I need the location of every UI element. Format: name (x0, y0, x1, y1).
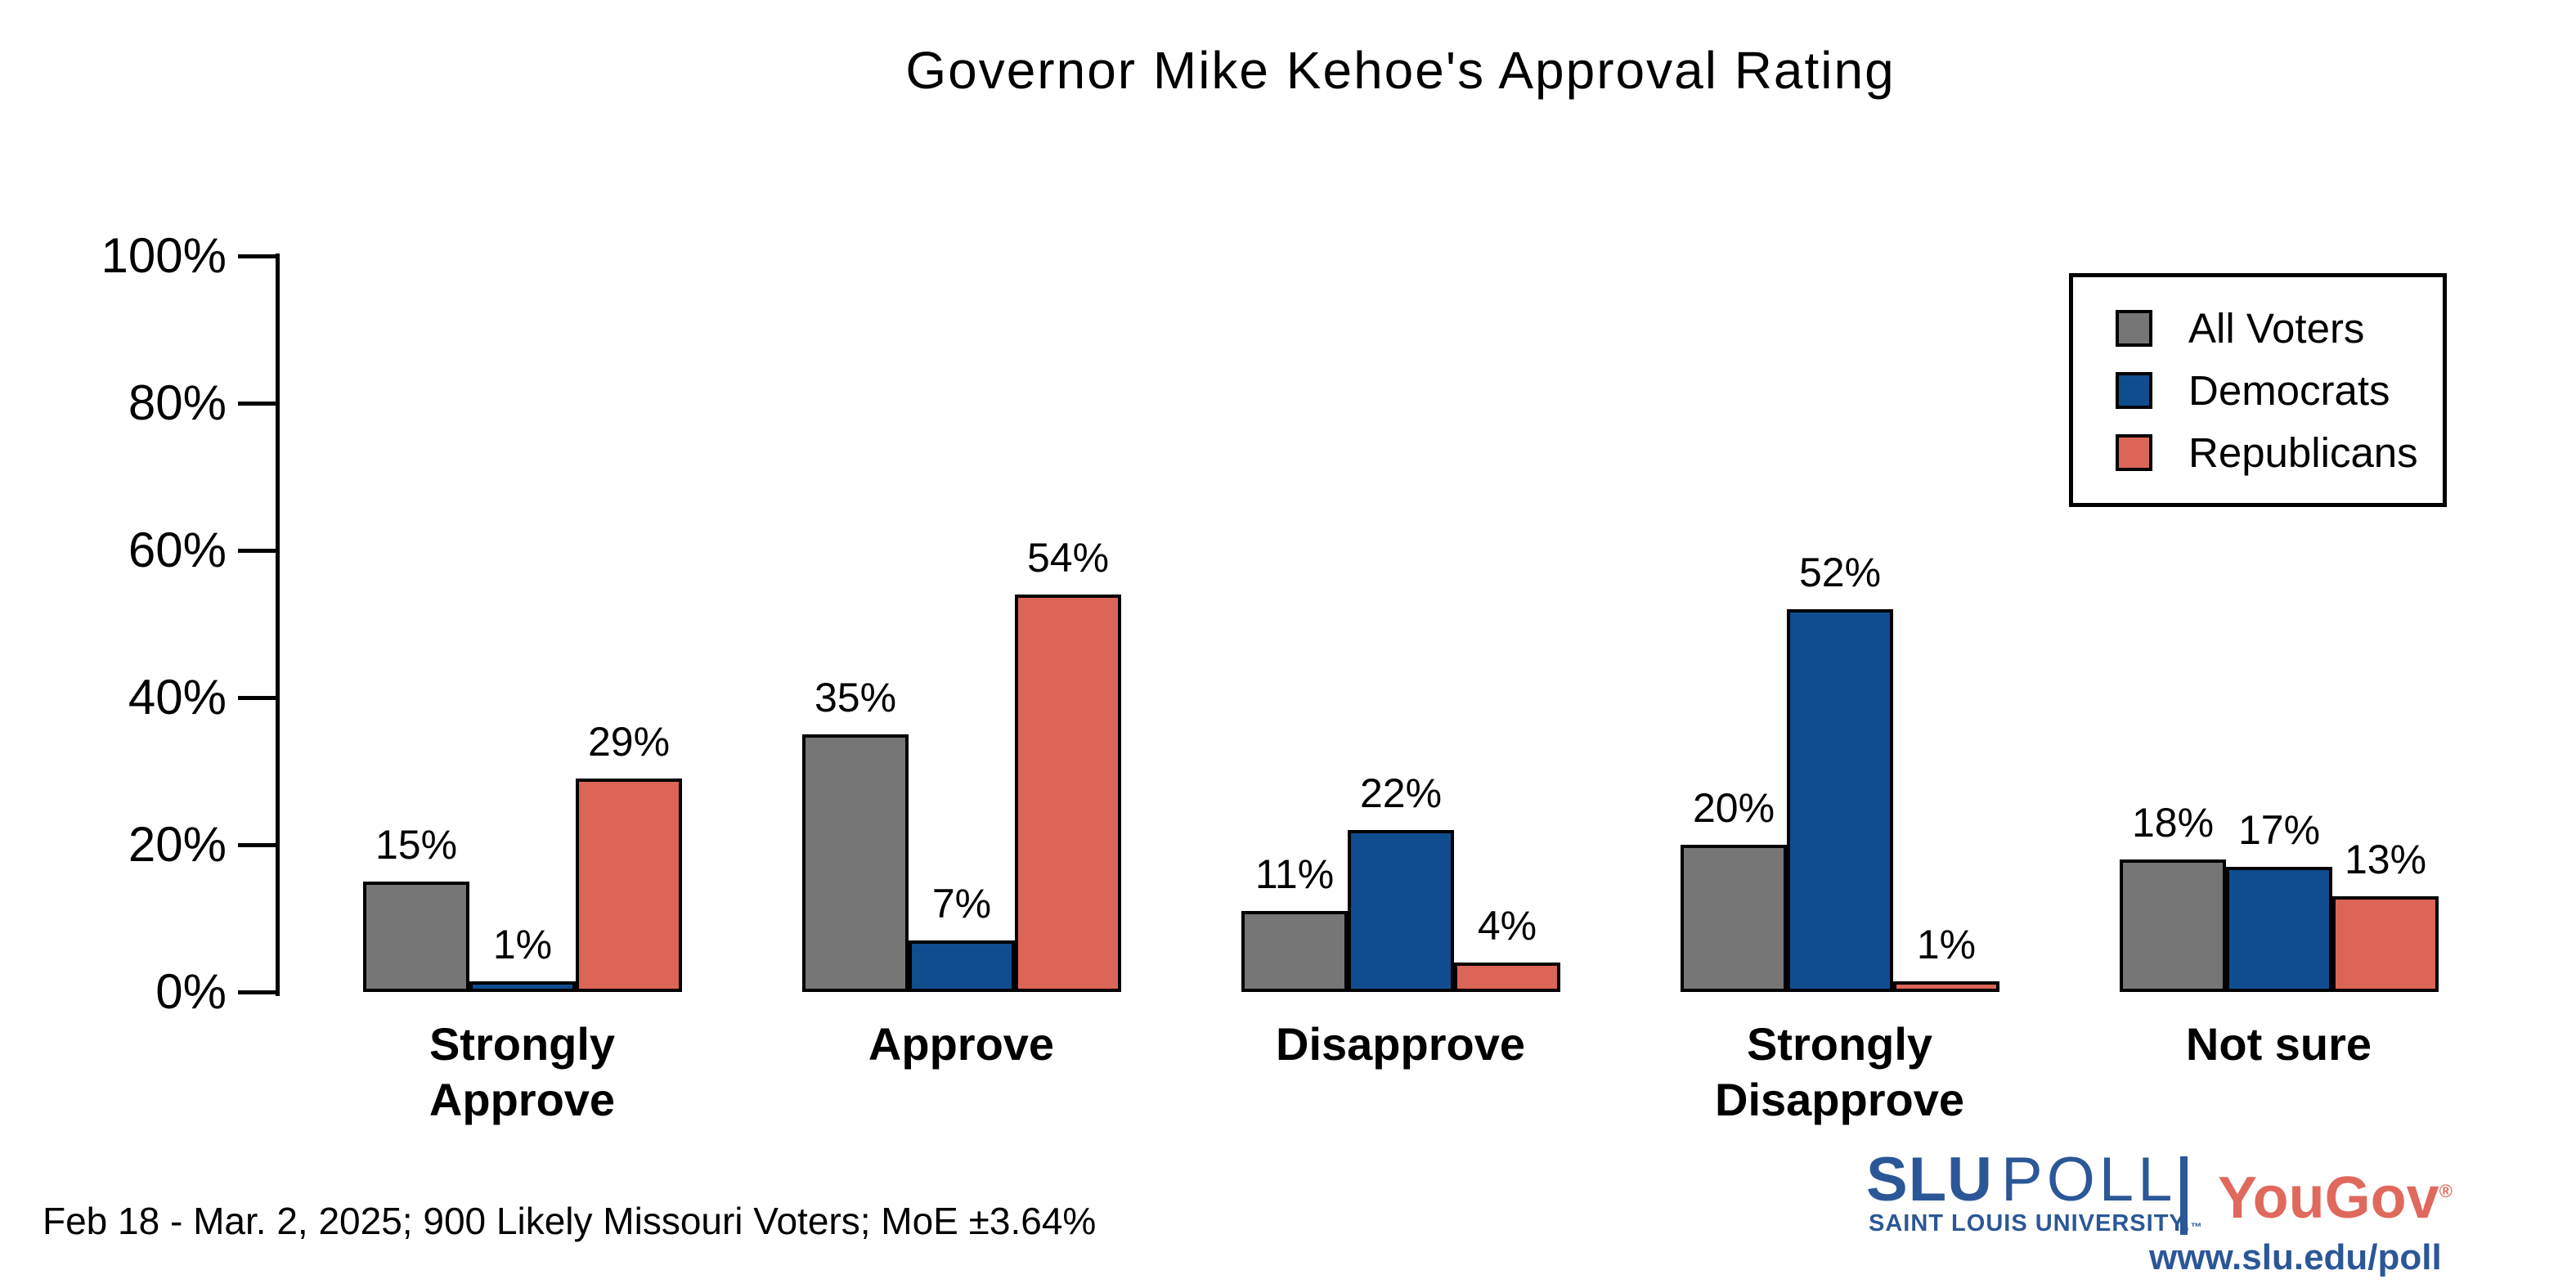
category-label-not-sure: Not sure (2185, 1018, 2372, 1070)
bar-all-voters-approve (802, 734, 909, 992)
y-axis-tick (238, 402, 276, 406)
category-label-strongly-disapprove: Disapprove (1715, 1074, 1964, 1125)
yougov-logo: YouGov® (2218, 1160, 2453, 1230)
bar-value-democrats-not-sure: 17% (2237, 807, 2321, 853)
source-note: Feb 18 - Mar. 2, 2025; 900 Likely Missou… (43, 1200, 1097, 1242)
y-axis-tick-label: 40% (128, 670, 227, 725)
legend-label: All Voters (2188, 304, 2365, 352)
bar-value-all-voters-strongly-disapprove: 20% (1692, 785, 1775, 831)
bar-value-democrats-disapprove: 22% (1359, 770, 1443, 816)
category-label-strongly-approve: Approve (429, 1074, 616, 1125)
bar-republicans-disapprove (1454, 963, 1560, 992)
category-label-strongly-disapprove: Strongly (1746, 1018, 1933, 1070)
bar-value-republicans-not-sure: 13% (2344, 837, 2427, 882)
bar-value-all-voters-not-sure: 18% (2131, 800, 2215, 846)
y-axis-tick-label: 100% (101, 228, 227, 283)
legend-item-republicans: Republicans (2116, 429, 2443, 476)
poll-logo-text: POLL (2001, 1145, 2177, 1214)
slu-poll-logo: SLU POLL (1866, 1147, 2176, 1214)
bar-democrats-approve (909, 940, 1015, 992)
y-axis-tick-label: 60% (128, 523, 227, 577)
bar-value-republicans-disapprove: 4% (1477, 903, 1537, 949)
bar-value-all-voters-disapprove: 11% (1254, 851, 1335, 897)
category-label-disapprove: Disapprove (1276, 1018, 1525, 1070)
university-label: SAINT LOUIS UNIVERSITY. (1869, 1210, 2191, 1236)
legend-swatch-icon (2116, 371, 2152, 409)
bar-republicans-strongly-approve (576, 779, 682, 992)
bar-value-democrats-strongly-approve: 1% (492, 922, 553, 967)
legend-item-all-voters: All Voters (2116, 304, 2443, 352)
bar-republicans-strongly-disapprove (1893, 981, 1999, 992)
bar-all-voters-not-sure (2120, 859, 2226, 992)
slu-university-text: SAINT LOUIS UNIVERSITY.™ (1869, 1210, 2203, 1241)
legend-label: Democrats (2188, 366, 2390, 414)
y-axis-tick-label: 80% (128, 375, 227, 430)
bar-value-all-voters-approve: 35% (814, 675, 897, 720)
bar-value-all-voters-strongly-approve: 15% (375, 822, 458, 868)
chart-title: Governor Mike Kehoe's Approval Rating (905, 41, 1896, 100)
legend-swatch-icon (2116, 309, 2152, 347)
bar-republicans-not-sure (2332, 896, 2439, 992)
y-axis-tick-label: 0% (155, 964, 227, 1019)
bar-all-voters-strongly-approve (363, 882, 469, 992)
slu-poll-url: www.slu.edu/poll (2149, 1237, 2442, 1277)
y-axis-tick (238, 549, 276, 553)
yougov-logo-text: YouGov (2218, 1165, 2439, 1231)
bar-democrats-disapprove (1348, 830, 1454, 992)
category-label-approve: Approve (868, 1018, 1055, 1070)
y-axis-line (276, 254, 280, 996)
legend-label: Republicans (2188, 429, 2418, 476)
y-axis-tick-label: 20% (128, 817, 227, 872)
legend: All Voters Democrats Republicans (2069, 273, 2447, 507)
registered-symbol: ® (2439, 1181, 2453, 1201)
bar-all-voters-disapprove (1241, 911, 1348, 992)
bar-democrats-not-sure (2226, 867, 2332, 992)
bar-value-republicans-approve: 54% (1026, 535, 1110, 581)
bar-value-republicans-strongly-approve: 29% (587, 719, 671, 765)
bar-value-republicans-strongly-disapprove: 1% (1916, 922, 1977, 967)
trademark-symbol: ™ (2190, 1220, 2203, 1233)
bar-value-democrats-strongly-disapprove: 52% (1798, 550, 1882, 595)
bar-republicans-approve (1015, 595, 1121, 992)
logo-separator-bar (2180, 1156, 2188, 1235)
bar-all-voters-strongly-disapprove (1681, 845, 1787, 992)
y-axis-tick (238, 990, 276, 994)
y-axis-tick (238, 254, 276, 258)
bar-democrats-strongly-approve (469, 981, 576, 992)
legend-item-democrats: Democrats (2116, 366, 2443, 414)
category-label-strongly-approve: Strongly (429, 1018, 616, 1070)
bar-democrats-strongly-disapprove (1787, 609, 1893, 992)
y-axis-tick (238, 696, 276, 700)
bar-value-democrats-approve: 7% (931, 881, 992, 927)
slu-logo-text: SLU (1866, 1145, 1993, 1214)
y-axis-tick (238, 843, 276, 847)
legend-swatch-icon (2116, 433, 2152, 471)
